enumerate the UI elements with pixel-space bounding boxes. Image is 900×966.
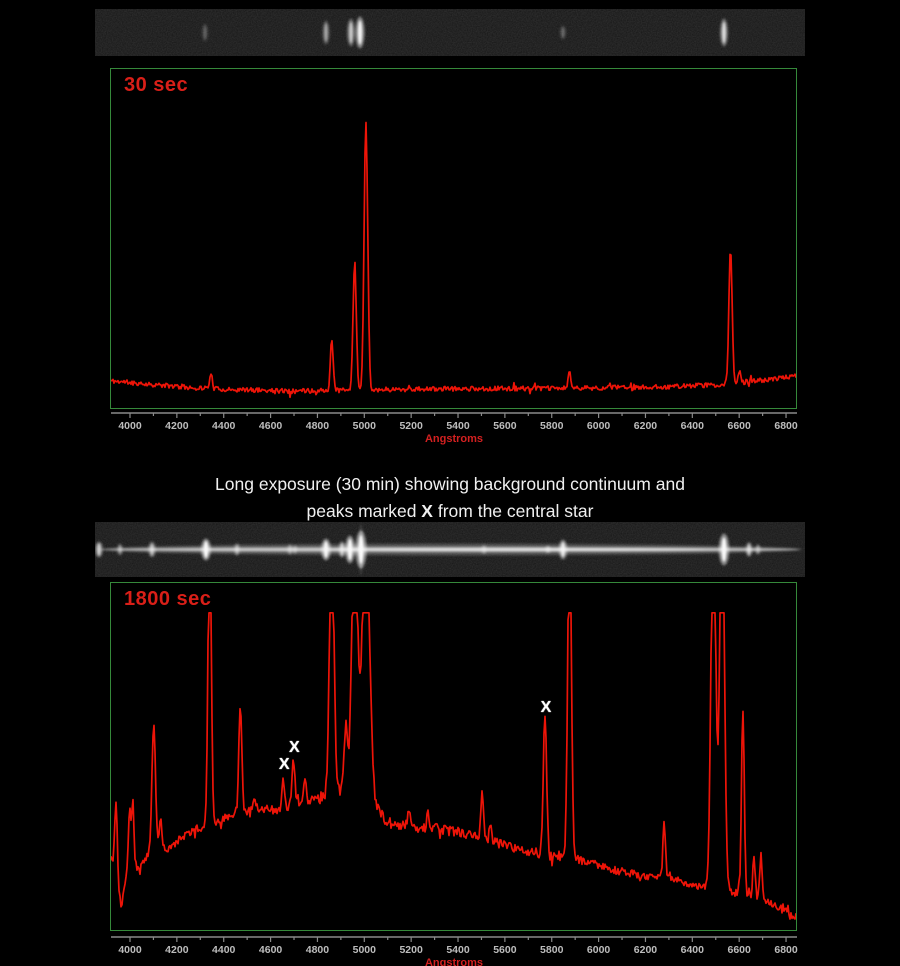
axis-tick-label: 5200 <box>399 944 423 956</box>
spectrum-trace <box>111 611 796 920</box>
axis-tick-label: 4800 <box>306 944 330 956</box>
spectrum-plot-30sec: 30 sec <box>110 68 797 409</box>
caption-x-emphasis: X <box>421 501 433 521</box>
axis-tick-label: 5600 <box>493 944 517 956</box>
axis-tick-label: 4400 <box>212 420 236 432</box>
axis-tick-label: 5800 <box>540 420 564 432</box>
axis-tick-label: 5000 <box>353 420 377 432</box>
axis-tick-label: 6000 <box>587 944 611 956</box>
exposure-label-1800sec: 1800 sec <box>124 588 212 610</box>
axis-tick-label: 6000 <box>587 420 611 432</box>
sensor-noise-overlay <box>95 9 805 56</box>
axis-tick-label: 6400 <box>681 944 705 956</box>
axis-tick-label: 4600 <box>259 944 283 956</box>
spectrum-curve-30sec <box>111 121 796 399</box>
axis-tick-label: 5600 <box>493 420 517 432</box>
sensor-noise-overlay <box>95 522 805 577</box>
central-star-peak-marker: X <box>278 756 290 774</box>
axis-tick-label: 6600 <box>728 944 752 956</box>
axis-tick-label: 6200 <box>634 944 658 956</box>
axis-tick-label: 5200 <box>399 420 423 432</box>
wavelength-axis-bottom: 4000 4200 4400 4600 4800 5000 5200 5400 5600 5800… <box>111 936 798 966</box>
caption-line2: peaks marked X from the central star <box>306 501 594 521</box>
caption-line1: Long exposure (30 min) showing backgroun… <box>215 474 685 494</box>
axis-tick-label: 6600 <box>728 420 752 432</box>
axis-tick-label: 5000 <box>353 944 377 956</box>
axis-tick-label: 6800 <box>774 420 798 432</box>
axis-tick-label: 4600 <box>259 420 283 432</box>
central-star-peak-marker: X <box>288 739 300 757</box>
raw-spectrum-strip-long-exposure <box>95 522 805 577</box>
axis-tick-label: 6200 <box>634 420 658 432</box>
axis-tick-label: 4400 <box>212 944 236 956</box>
axis-title: Angstroms <box>425 957 483 966</box>
axis-tick-label: 6800 <box>774 944 798 956</box>
axis-tick-label: 4000 <box>118 420 142 432</box>
axis-tick-label: 4800 <box>306 420 330 432</box>
wavelength-axis-top: 4000 4200 4400 4600 4800 5000 5200 5400 5600 5800… <box>111 412 798 445</box>
figure-caption: Long exposure (30 min) showing backgroun… <box>0 471 900 525</box>
axis-title: Angstroms <box>425 433 483 445</box>
axis-tick-label: 5400 <box>446 420 470 432</box>
spectrum-curve-1800sec <box>111 611 796 920</box>
axis-tick-label: 4200 <box>165 944 189 956</box>
axis-tick-label: 5800 <box>540 944 564 956</box>
central-star-peak-marker: X <box>540 698 552 716</box>
axis-tick-label: 4000 <box>118 944 142 956</box>
raw-spectrum-strip-short-exposure <box>95 9 805 56</box>
axis-tick-label: 5400 <box>446 944 470 956</box>
spectrum-trace <box>111 121 796 399</box>
axis-tick-label: 6400 <box>681 420 705 432</box>
axis-tick-label: 4200 <box>165 420 189 432</box>
exposure-label-30sec: 30 sec <box>124 74 189 96</box>
